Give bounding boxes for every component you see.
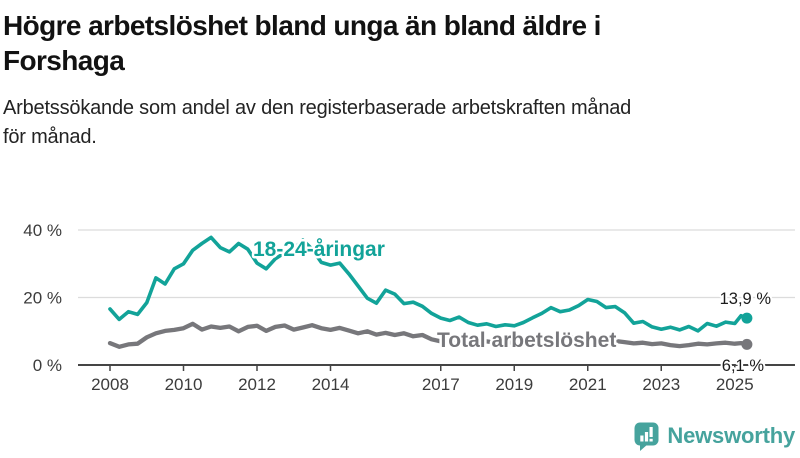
chart-title: Högre arbetslöshet bland unga än bland ä… bbox=[3, 10, 601, 76]
x-axis-tick-label: 2010 bbox=[165, 375, 203, 394]
series-label-total: Total arbetslöshet bbox=[437, 329, 616, 352]
series-end-dot-youth bbox=[741, 312, 753, 324]
x-axis-tick-label: 2012 bbox=[238, 375, 276, 394]
newsworthy-wordmark: Newsworthy bbox=[667, 423, 795, 448]
end-value-label-total: 6,1 % bbox=[722, 357, 765, 375]
chart-plot: 0 % 20 % 40 % 2008 2010 2012 2014 2017 2019 2021 2… bbox=[23, 221, 795, 394]
x-axis-tick-label: 2025 bbox=[716, 375, 754, 394]
y-axis-tick-label: 0 % bbox=[33, 356, 62, 375]
x-axis-tick-label: 2021 bbox=[569, 375, 607, 394]
x-axis-tick-label: 2014 bbox=[312, 375, 350, 394]
chart-subtitle: Arbetssökande som andel av den registerb… bbox=[3, 97, 632, 148]
x-axis-tick-label: 2008 bbox=[91, 375, 129, 394]
y-axis-tick-label: 20 % bbox=[23, 289, 62, 308]
series-line-total bbox=[107, 321, 750, 349]
infographic: Högre arbetslöshet bland unga än bland ä… bbox=[0, 8, 800, 458]
series-label-youth: 18-24-åringar bbox=[253, 238, 385, 261]
series-end-dot-total bbox=[741, 338, 753, 350]
x-axis-tick-label: 2019 bbox=[495, 375, 533, 394]
y-axis-tick-label: 40 % bbox=[23, 221, 62, 240]
unemployment-line-chart: 0 % 20 % 40 % 2008 2010 2012 2014 2017 2019 2021 2… bbox=[23, 221, 795, 394]
newsworthy-bar-chart-speech-bubble-icon bbox=[634, 422, 659, 451]
end-value-label-youth: 13,9 % bbox=[720, 290, 772, 308]
chart-labels: 18-24-åringar Total arbetslöshet 13,9 % … bbox=[251, 236, 774, 378]
series-line-youth bbox=[108, 235, 749, 333]
x-axis-tick-label: 2017 bbox=[422, 375, 460, 394]
newsworthy-logo: Newsworthy bbox=[633, 421, 795, 451]
x-axis-tick-label: 2023 bbox=[642, 375, 680, 394]
